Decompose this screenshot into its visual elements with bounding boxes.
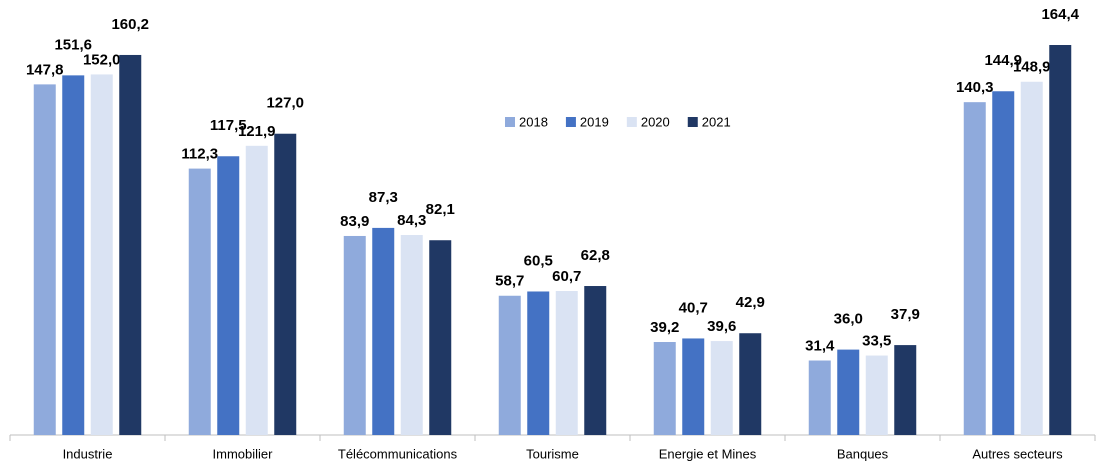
value-label: 87,3 (369, 189, 398, 206)
value-label: 39,2 (650, 319, 679, 336)
bar (217, 156, 240, 435)
value-label: 84,3 (397, 212, 426, 229)
value-label: 40,7 (679, 299, 708, 316)
bar (837, 349, 860, 435)
bar (992, 91, 1015, 435)
x-tick-label: Banques (837, 446, 889, 461)
legend-label: 2021 (702, 114, 731, 129)
bar (808, 360, 831, 435)
bar (682, 338, 705, 435)
value-label: 112,3 (181, 146, 218, 163)
bar (584, 286, 607, 435)
value-label: 82,1 (426, 201, 455, 218)
x-tick-label: Energie et Mines (659, 446, 757, 461)
value-label: 121,9 (238, 123, 276, 140)
value-label: 144,9 (984, 52, 1022, 69)
bar (188, 168, 211, 435)
legend-swatch (505, 117, 515, 127)
legend-label: 2018 (519, 114, 548, 129)
value-label: 36,0 (834, 311, 863, 328)
value-label: 39,6 (707, 318, 736, 335)
bar (963, 102, 986, 435)
bar (245, 145, 268, 435)
bar (894, 345, 917, 435)
value-label: 83,9 (340, 213, 369, 230)
bar (33, 84, 56, 435)
value-label: 37,9 (891, 306, 920, 323)
bar (555, 291, 578, 435)
legend-label: 2020 (641, 114, 670, 129)
value-label: 60,7 (552, 268, 581, 285)
x-tick-label: Tourisme (526, 446, 579, 461)
legend-swatch (565, 117, 576, 127)
bar (739, 333, 762, 435)
value-label: 33,5 (862, 332, 891, 349)
legend-swatch (626, 117, 637, 127)
x-tick-label: Autres secteurs (972, 446, 1063, 461)
value-label: 151,6 (54, 36, 92, 53)
value-label: 117,5 (210, 117, 247, 134)
value-label: 152,0 (83, 51, 121, 68)
value-label: 31,4 (805, 337, 835, 354)
value-label: 164,4 (1041, 6, 1079, 23)
x-tick-label: Immobilier (213, 446, 274, 461)
value-label: 127,0 (266, 95, 304, 112)
value-label: 60,5 (524, 252, 553, 269)
value-label: 140,3 (956, 79, 994, 96)
bar (653, 342, 676, 435)
value-label: 160,2 (111, 16, 149, 33)
value-label: 58,7 (495, 273, 524, 290)
bar (62, 75, 85, 435)
bar (400, 235, 423, 435)
bar (90, 74, 113, 435)
x-tick-label: Télécommunications (338, 446, 458, 461)
value-label: 42,9 (736, 294, 765, 311)
bar (498, 295, 521, 435)
legend-label: 2019 (580, 114, 609, 129)
bar (1049, 45, 1072, 435)
value-label: 62,8 (581, 247, 610, 264)
bar (710, 341, 733, 435)
bar (274, 133, 297, 435)
x-tick-label: Industrie (63, 446, 113, 461)
bar (429, 240, 452, 435)
value-label: 147,8 (26, 61, 64, 78)
legend-swatch (687, 117, 698, 127)
bar (865, 355, 888, 435)
bar (119, 54, 142, 436)
bar (343, 235, 366, 435)
bar (527, 291, 550, 435)
value-label: 148,9 (1013, 59, 1051, 76)
bar (372, 227, 395, 435)
bar (1020, 81, 1043, 435)
